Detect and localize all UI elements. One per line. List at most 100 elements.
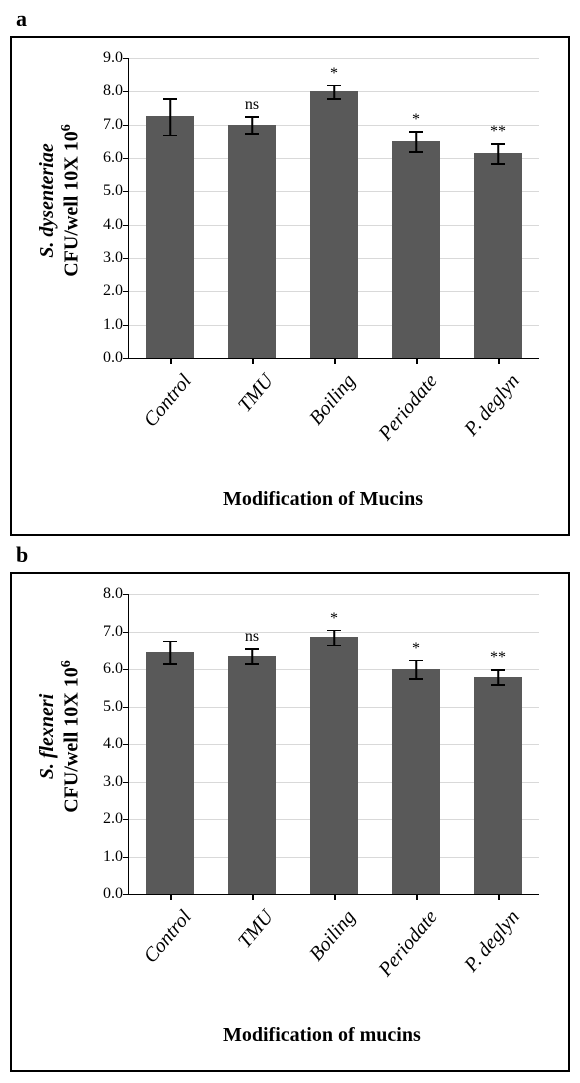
bar [228, 125, 276, 358]
error-cap-top [491, 143, 505, 145]
bar [310, 91, 358, 358]
panel-label: b [10, 536, 570, 572]
panel-label: a [10, 0, 570, 36]
y-tick-label: 1.0 [103, 848, 129, 866]
error-cap-bottom [245, 133, 259, 135]
error-bar [333, 630, 335, 645]
error-cap-bottom [409, 151, 423, 153]
y-tick-label: 5.0 [103, 698, 129, 716]
grid-line [129, 58, 539, 59]
error-cap-top [409, 131, 423, 133]
significance-label: * [330, 65, 338, 83]
bar [146, 116, 194, 358]
y-tick-label: 7.0 [103, 116, 129, 134]
y-tick-label: 9.0 [103, 49, 129, 67]
error-cap-bottom [409, 678, 423, 680]
error-cap-top [327, 85, 341, 87]
significance-label: * [330, 610, 338, 628]
chart-frame: 0.01.02.03.04.05.06.07.08.0ns****Control… [10, 572, 570, 1072]
x-tick-label: P. deglyn [443, 906, 525, 997]
error-bar [333, 85, 335, 98]
error-cap-top [245, 648, 259, 650]
bar [474, 153, 522, 358]
y-tick-label: 2.0 [103, 810, 129, 828]
panel-b: b0.01.02.03.04.05.06.07.08.0ns****Contro… [10, 536, 570, 1072]
y-tick-label: 0.0 [103, 349, 129, 367]
x-tick-mark [334, 358, 336, 364]
x-tick-label: Periodate [361, 906, 443, 997]
x-tick-label: TMU [197, 370, 279, 461]
y-tick-label: 7.0 [103, 623, 129, 641]
x-tick-label: Periodate [361, 370, 443, 461]
x-tick-mark [416, 358, 418, 364]
error-cap-bottom [327, 98, 341, 100]
x-tick-label: Boiling [279, 370, 361, 461]
error-bar [251, 648, 253, 663]
x-tick-mark [334, 894, 336, 900]
error-cap-top [327, 630, 341, 632]
bar [310, 637, 358, 894]
error-cap-bottom [163, 135, 177, 137]
x-tick-mark [252, 894, 254, 900]
y-tick-label: 2.0 [103, 282, 129, 300]
y-axis-units: CFU/well 10X 106 [59, 624, 84, 849]
x-tick-mark [416, 894, 418, 900]
panel-a: a0.01.02.03.04.05.06.07.08.09.0ns****Con… [10, 0, 570, 536]
y-tick-label: 6.0 [103, 149, 129, 167]
error-bar [415, 131, 417, 151]
error-cap-bottom [163, 663, 177, 665]
grid-line [129, 594, 539, 595]
y-tick-label: 3.0 [103, 249, 129, 267]
error-bar [251, 116, 253, 133]
x-tick-label: P. deglyn [443, 370, 525, 461]
error-bar [415, 660, 417, 679]
x-tick-mark [170, 358, 172, 364]
error-cap-top [163, 641, 177, 643]
bar [228, 656, 276, 894]
error-bar [497, 143, 499, 163]
x-tick-mark [498, 894, 500, 900]
y-tick-label: 4.0 [103, 216, 129, 234]
bar [392, 669, 440, 894]
bar [392, 141, 440, 358]
error-cap-top [245, 116, 259, 118]
x-tick-mark [170, 894, 172, 900]
x-tick-label: Control [115, 906, 197, 997]
significance-label: ** [490, 649, 506, 667]
x-tick-label: Control [115, 370, 197, 461]
error-bar [497, 669, 499, 684]
plot-area: 0.01.02.03.04.05.06.07.08.0ns**** [128, 594, 539, 895]
x-tick-label: TMU [197, 906, 279, 997]
x-axis-title: Modification of mucins [223, 1024, 421, 1047]
error-cap-top [163, 98, 177, 100]
significance-label: ns [245, 628, 259, 646]
y-axis-species: S. dysenteriae [36, 88, 59, 313]
significance-label: ** [490, 123, 506, 141]
y-tick-label: 0.0 [103, 885, 129, 903]
error-bar [169, 98, 171, 135]
chart-frame: 0.01.02.03.04.05.06.07.08.09.0ns****Cont… [10, 36, 570, 536]
y-tick-label: 5.0 [103, 182, 129, 200]
y-tick-label: 8.0 [103, 585, 129, 603]
y-tick-label: 1.0 [103, 316, 129, 334]
significance-label: * [412, 111, 420, 129]
error-cap-top [491, 669, 505, 671]
y-tick-label: 6.0 [103, 660, 129, 678]
plot-area: 0.01.02.03.04.05.06.07.08.09.0ns**** [128, 58, 539, 359]
error-bar [169, 641, 171, 664]
error-cap-top [409, 660, 423, 662]
bar [146, 652, 194, 894]
x-axis-title: Modification of Mucins [223, 488, 423, 511]
x-tick-mark [252, 358, 254, 364]
error-cap-bottom [491, 163, 505, 165]
bar [474, 677, 522, 895]
y-axis-units: CFU/well 10X 106 [59, 88, 84, 313]
y-tick-label: 4.0 [103, 735, 129, 753]
x-tick-mark [498, 358, 500, 364]
error-cap-bottom [245, 663, 259, 665]
y-axis-title: S. dysenteriaeCFU/well 10X 106 [36, 88, 84, 313]
y-axis-species: S. flexneri [36, 624, 59, 849]
significance-label: ns [245, 96, 259, 114]
x-tick-label: Boiling [279, 906, 361, 997]
error-cap-bottom [491, 684, 505, 686]
